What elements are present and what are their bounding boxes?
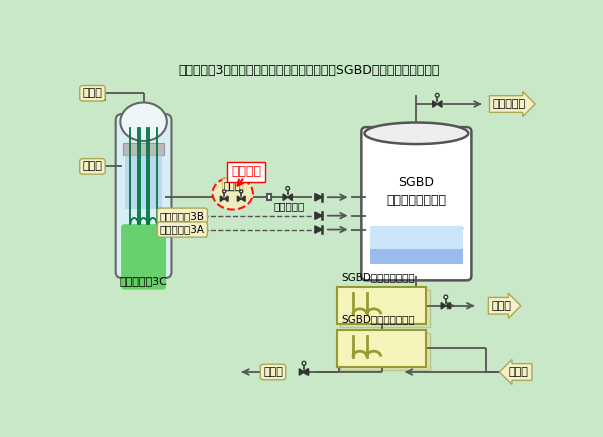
FancyBboxPatch shape [267, 194, 271, 200]
Text: SGBD第１復水加熱器: SGBD第１復水加熱器 [341, 314, 415, 324]
FancyBboxPatch shape [361, 127, 472, 281]
Circle shape [302, 361, 306, 365]
Polygon shape [220, 196, 224, 201]
Text: SGBD
フラッシュタンク: SGBD フラッシュタンク [387, 176, 446, 207]
Text: 蒸気発生器3B: 蒸気発生器3B [160, 211, 205, 221]
Text: 復水器: 復水器 [263, 367, 283, 377]
Ellipse shape [121, 103, 167, 141]
Polygon shape [446, 302, 450, 309]
Polygon shape [315, 194, 322, 201]
Polygon shape [315, 226, 322, 233]
FancyBboxPatch shape [337, 329, 426, 367]
Circle shape [239, 190, 243, 193]
Polygon shape [283, 194, 288, 201]
Ellipse shape [364, 122, 469, 144]
Polygon shape [224, 196, 228, 201]
Polygon shape [432, 101, 437, 107]
Text: 主蒸気: 主蒸気 [83, 88, 103, 98]
Ellipse shape [212, 177, 253, 209]
Text: 主給水: 主給水 [83, 161, 103, 171]
Polygon shape [315, 212, 322, 219]
FancyBboxPatch shape [124, 143, 164, 155]
Polygon shape [437, 101, 442, 107]
Circle shape [435, 94, 439, 97]
Text: 蒸気発生器3C: 蒸気発生器3C [119, 276, 168, 286]
FancyBboxPatch shape [337, 287, 426, 324]
FancyBboxPatch shape [125, 155, 162, 209]
Text: 流量計: 流量計 [224, 180, 242, 190]
Text: オリフィス: オリフィス [273, 201, 305, 212]
FancyBboxPatch shape [341, 290, 429, 327]
Circle shape [223, 190, 226, 193]
Polygon shape [238, 196, 241, 201]
Polygon shape [241, 196, 245, 201]
Text: 蒸気発生器3A: 蒸気発生器3A [160, 225, 205, 235]
Text: 当該箇所: 当該箇所 [231, 165, 261, 178]
Text: 復水管: 復水管 [509, 367, 529, 377]
Circle shape [286, 187, 289, 190]
Polygon shape [304, 369, 309, 375]
Polygon shape [288, 194, 292, 201]
Text: 第５抽気管: 第５抽気管 [493, 99, 526, 109]
Circle shape [444, 295, 447, 299]
FancyBboxPatch shape [341, 333, 429, 370]
FancyBboxPatch shape [116, 114, 171, 278]
Polygon shape [441, 302, 446, 309]
Text: SGBD第２復水加熱器: SGBD第２復水加熱器 [341, 272, 415, 282]
FancyBboxPatch shape [370, 225, 463, 249]
Text: 復水管: 復水管 [491, 301, 511, 311]
Polygon shape [299, 369, 304, 375]
Text: 伊方発電所3号機　蒸気発生器ブローダウン（SGBD）熱回収装置概略図: 伊方発電所3号機 蒸気発生器ブローダウン（SGBD）熱回収装置概略図 [178, 64, 440, 77]
FancyBboxPatch shape [370, 249, 463, 264]
FancyBboxPatch shape [121, 224, 166, 290]
